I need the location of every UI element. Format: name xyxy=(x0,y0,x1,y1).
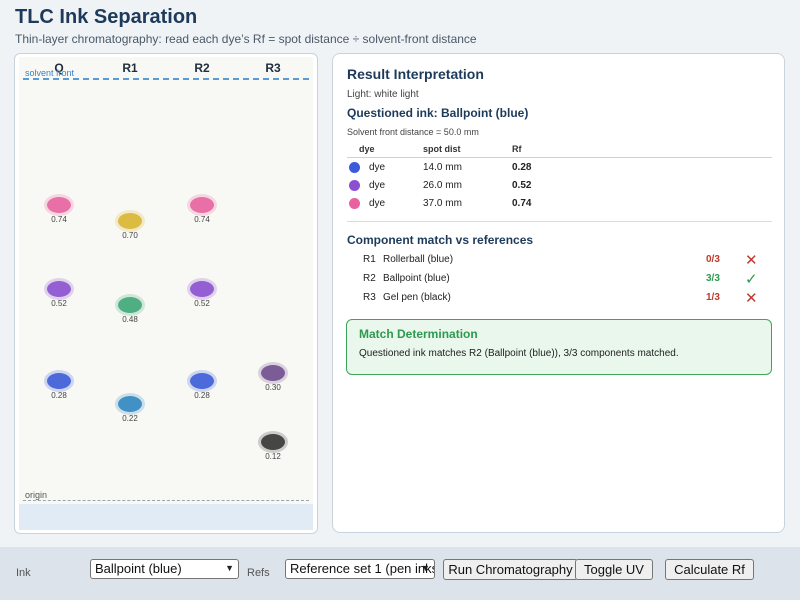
tlc-plate: Q R1 R2 R3 solvent front origin 0.74 0.52… xyxy=(19,57,313,530)
refs-label: Refs xyxy=(247,567,270,579)
result-title: Result Interpretation xyxy=(347,66,484,82)
tlc-spot-rf-label: 0.28 xyxy=(182,391,222,400)
tlc-spot-r1 xyxy=(118,297,142,313)
rf-col-header: Rf xyxy=(512,144,522,154)
section-divider xyxy=(347,221,772,222)
ink-select[interactable]: Ballpoint (blue) ▼ xyxy=(90,559,239,579)
tlc-spot-q xyxy=(47,197,71,213)
check-icon: ✓ xyxy=(745,270,758,288)
dye-rf: 0.74 xyxy=(512,198,531,209)
tlc-spot-rf-label: 0.48 xyxy=(110,315,150,324)
tlc-spot-r2 xyxy=(190,373,214,389)
match-determination-text: Questioned ink matches R2 (Ballpoint (bl… xyxy=(359,348,679,359)
toggle-uv-button[interactable]: Toggle UV xyxy=(575,559,653,580)
tlc-plate-panel: Q R1 R2 R3 solvent front origin 0.74 0.52… xyxy=(14,53,318,534)
component-id: R3 xyxy=(363,292,376,303)
component-row-r3: R3 Gel pen (black) 1/3 ✕ xyxy=(347,289,772,307)
component-match-heading: Component match vs references xyxy=(347,233,533,247)
lane-header-r2: R2 xyxy=(182,61,222,75)
tlc-spot-q xyxy=(47,373,71,389)
tlc-spot-rf-label: 0.52 xyxy=(182,299,222,308)
dye-col-header: dye xyxy=(359,144,375,154)
dye-rf: 0.28 xyxy=(512,162,531,173)
refs-select[interactable]: Reference set 1 (pen inks) ▼ xyxy=(285,559,435,579)
calculate-rf-button[interactable]: Calculate Rf xyxy=(665,559,754,580)
tlc-spot-rf-label: 0.74 xyxy=(39,215,79,224)
tlc-spot-rf-label: 0.22 xyxy=(110,414,150,423)
dye-distance: 26.0 mm xyxy=(423,180,462,191)
control-bar: Ink Ballpoint (blue) ▼ Refs Reference se… xyxy=(0,547,800,600)
dye-name: dye xyxy=(369,198,385,209)
component-row-r1: R1 Rollerball (blue) 0/3 ✕ xyxy=(347,251,772,269)
cross-icon: ✕ xyxy=(745,289,758,307)
tlc-spot-r2 xyxy=(190,281,214,297)
dye-row: dye 37.0 mm 0.74 xyxy=(347,194,772,212)
solvent-front-distance: Solvent front distance = 50.0 mm xyxy=(347,127,479,137)
dye-rf: 0.52 xyxy=(512,180,531,191)
component-name: Rollerball (blue) xyxy=(383,254,453,265)
tlc-spot-r3 xyxy=(261,434,285,450)
dye-row: dye 26.0 mm 0.52 xyxy=(347,176,772,194)
chevron-down-icon: ▼ xyxy=(421,563,430,573)
dye-color-dot xyxy=(349,162,360,173)
component-name: Gel pen (black) xyxy=(383,292,451,303)
tlc-spot-rf-label: 0.28 xyxy=(39,391,79,400)
dye-row: dye 14.0 mm 0.28 xyxy=(347,158,772,176)
light-mode-text: Light: white light xyxy=(347,89,419,100)
tlc-spot-rf-label: 0.12 xyxy=(253,452,293,461)
ink-select-value: Ballpoint (blue) xyxy=(95,561,182,576)
app-title: TLC Ink Separation xyxy=(15,6,197,29)
match-determination-box: Match Determination Questioned ink match… xyxy=(346,319,772,375)
tlc-spot-r2 xyxy=(190,197,214,213)
run-chromatography-button[interactable]: Run Chromatography xyxy=(443,559,578,580)
dye-color-dot xyxy=(349,198,360,209)
refs-select-value: Reference set 1 (pen inks) xyxy=(290,561,435,576)
component-id: R1 xyxy=(363,254,376,265)
dye-table-header: dye spot dist Rf xyxy=(347,142,772,158)
component-score: 3/3 xyxy=(706,273,720,284)
solvent-front-label: solvent front xyxy=(25,68,74,78)
dye-name: dye xyxy=(369,180,385,191)
component-score: 1/3 xyxy=(706,292,720,303)
tlc-spot-rf-label: 0.30 xyxy=(253,383,293,392)
tlc-spot-r3 xyxy=(261,365,285,381)
component-score: 0/3 xyxy=(706,254,720,265)
tlc-spot-r1 xyxy=(118,213,142,229)
solvent-pool xyxy=(19,504,313,530)
ink-label: Ink xyxy=(16,567,31,579)
dye-table: dye spot dist Rf dye 14.0 mm 0.28 dye 26… xyxy=(347,142,772,212)
match-determination-title: Match Determination xyxy=(359,327,478,341)
tlc-spot-rf-label: 0.70 xyxy=(110,231,150,240)
lane-header-r3: R3 xyxy=(253,61,293,75)
result-panel: Result Interpretation Light: white light… xyxy=(332,53,785,533)
lane-header-r1: R1 xyxy=(110,61,150,75)
origin-label: origin xyxy=(25,490,47,500)
component-row-r2: R2 Ballpoint (blue) 3/3 ✓ xyxy=(347,270,772,288)
tlc-spot-rf-label: 0.74 xyxy=(182,215,222,224)
solvent-front-line xyxy=(23,78,309,80)
app-subtitle: Thin-layer chromatography: read each dye… xyxy=(15,32,477,46)
cross-icon: ✕ xyxy=(745,251,758,269)
component-name: Ballpoint (blue) xyxy=(383,273,450,284)
questioned-ink-heading: Questioned ink: Ballpoint (blue) xyxy=(347,106,528,120)
dye-distance: 37.0 mm xyxy=(423,198,462,209)
dye-distance: 14.0 mm xyxy=(423,162,462,173)
chevron-down-icon: ▼ xyxy=(225,563,234,573)
component-id: R2 xyxy=(363,273,376,284)
dye-color-dot xyxy=(349,180,360,191)
dye-name: dye xyxy=(369,162,385,173)
origin-line xyxy=(23,500,309,501)
dist-col-header: spot dist xyxy=(423,144,461,154)
tlc-spot-q xyxy=(47,281,71,297)
tlc-spot-rf-label: 0.52 xyxy=(39,299,79,308)
tlc-spot-r1 xyxy=(118,396,142,412)
